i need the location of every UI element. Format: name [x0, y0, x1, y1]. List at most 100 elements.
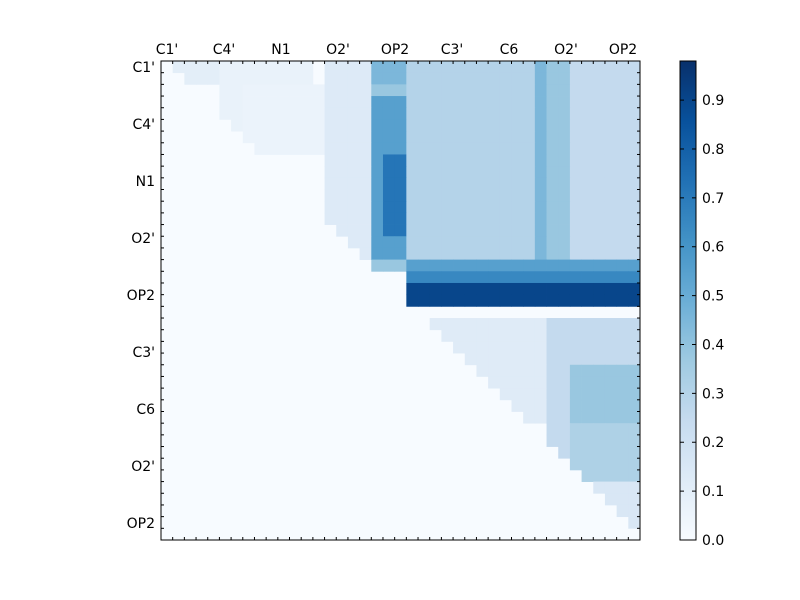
- heatmap-cell: [616, 96, 629, 109]
- colorbar-tick-label: 0.5: [702, 289, 724, 305]
- heatmap-cell: [558, 189, 571, 202]
- heatmap-cell: [382, 177, 396, 190]
- heatmap-cell: [523, 399, 536, 412]
- heatmap-cell: [546, 411, 559, 424]
- heatmap-cell: [511, 61, 524, 74]
- heatmap-cell: [347, 201, 361, 214]
- heatmap-cell: [464, 119, 477, 132]
- heatmap-cell: [453, 282, 466, 296]
- heatmap-cell: [499, 259, 512, 272]
- heatmap-cell: [231, 96, 244, 109]
- heatmap-cell: [628, 341, 641, 354]
- heatmap-cell: [616, 469, 629, 482]
- heatmap-cell: [429, 107, 442, 120]
- heatmap-cell: [628, 177, 641, 190]
- heatmap-cell: [441, 236, 454, 249]
- heatmap-cell: [441, 84, 454, 97]
- heatmap-cell: [453, 107, 466, 120]
- heatmap-cell: [581, 411, 594, 424]
- heatmap-cell: [418, 259, 431, 272]
- heatmap-cell: [476, 96, 489, 109]
- heatmap-cell: [382, 72, 396, 85]
- heatmap-cell: [336, 177, 349, 190]
- heatmap-cell: [347, 189, 361, 202]
- heatmap-cell: [394, 61, 407, 74]
- heatmap-cell: [394, 212, 407, 225]
- heatmap-cell: [371, 154, 384, 167]
- heatmap-cell: [289, 61, 302, 74]
- heatmap-cell: [371, 107, 384, 120]
- heatmap-cell: [406, 259, 419, 272]
- heatmap-cell: [499, 201, 512, 214]
- heatmap-cell: [429, 294, 442, 307]
- heatmap-cell: [628, 119, 641, 132]
- heatmap-cell: [558, 423, 571, 436]
- heatmap-cell: [476, 107, 489, 120]
- colorbar-tick-label: 0.6: [702, 240, 724, 256]
- heatmap-cell: [534, 72, 547, 85]
- heatmap-cell: [546, 388, 559, 401]
- heatmap-cell: [511, 294, 524, 307]
- heatmap-cell: [581, 142, 594, 155]
- axis-ticks: [160, 60, 641, 541]
- heatmap-cell: [534, 282, 547, 296]
- heatmap-cell: [569, 107, 582, 120]
- heatmap-cell: [266, 96, 279, 109]
- colorbar-tick-label: 0.2: [702, 435, 724, 451]
- heatmap-cell: [453, 329, 466, 342]
- heatmap-cell: [569, 376, 582, 389]
- heatmap-cell: [534, 96, 547, 109]
- heatmap-cell: [593, 61, 606, 74]
- heatmap-cell: [429, 212, 442, 225]
- heatmap-cell: [394, 177, 407, 190]
- heatmap-cell: [616, 504, 629, 518]
- heatmap-cell: [616, 446, 629, 459]
- heatmap-cell: [546, 329, 559, 342]
- heatmap-cell: [231, 119, 244, 132]
- heatmap-cell: [593, 353, 606, 366]
- heatmap-cell: [569, 212, 582, 225]
- heatmap-cell: [523, 318, 536, 331]
- heatmap-cell: [359, 154, 372, 167]
- heatmap-cell: [394, 72, 407, 85]
- heatmap-cell: [394, 224, 407, 237]
- heatmap-cell: [289, 84, 302, 97]
- heatmap-cell: [616, 142, 629, 155]
- heatmap-cell: [523, 201, 536, 214]
- heatmap-cell: [418, 247, 431, 261]
- heatmap-cell: [628, 259, 641, 272]
- heatmap-cell: [347, 177, 361, 190]
- heatmap-cell: [616, 119, 629, 132]
- heatmap-cell: [476, 318, 489, 331]
- heatmap-cell: [569, 142, 582, 155]
- heatmap-cell: [499, 154, 512, 167]
- heatmap-cell: [289, 96, 302, 109]
- heatmap-cell: [324, 212, 337, 225]
- heatmap-cell: [488, 166, 501, 179]
- heatmap-cell: [534, 318, 547, 331]
- heatmap-cell: [464, 131, 477, 144]
- heatmap-cell: [523, 189, 536, 202]
- heatmap-cell: [523, 353, 536, 366]
- heatmap-cell: [558, 212, 571, 225]
- heatmap-cell: [523, 212, 536, 225]
- heatmap-cell: [476, 212, 489, 225]
- heatmap-cell: [616, 271, 629, 284]
- heatmap-cell: [488, 224, 501, 237]
- heatmap-cell: [476, 177, 489, 190]
- heatmap-cell: [534, 259, 547, 272]
- heatmap-cell: [464, 107, 477, 120]
- heatmap-cell: [336, 61, 349, 74]
- heatmap-cell: [604, 411, 618, 424]
- heatmap-cell: [418, 166, 431, 179]
- heatmap-cell: [453, 271, 466, 284]
- heatmap-cell: [558, 247, 571, 261]
- heatmap-cell: [616, 329, 629, 342]
- heatmap-cell: [593, 224, 606, 237]
- heatmap-cell: [231, 61, 244, 74]
- heatmap-cell: [476, 154, 489, 167]
- heatmap-cell: [418, 189, 431, 202]
- colorbar-tick-label: 0.1: [702, 484, 724, 500]
- heatmap-cell: [628, 166, 641, 179]
- heatmap-cell: [219, 96, 232, 109]
